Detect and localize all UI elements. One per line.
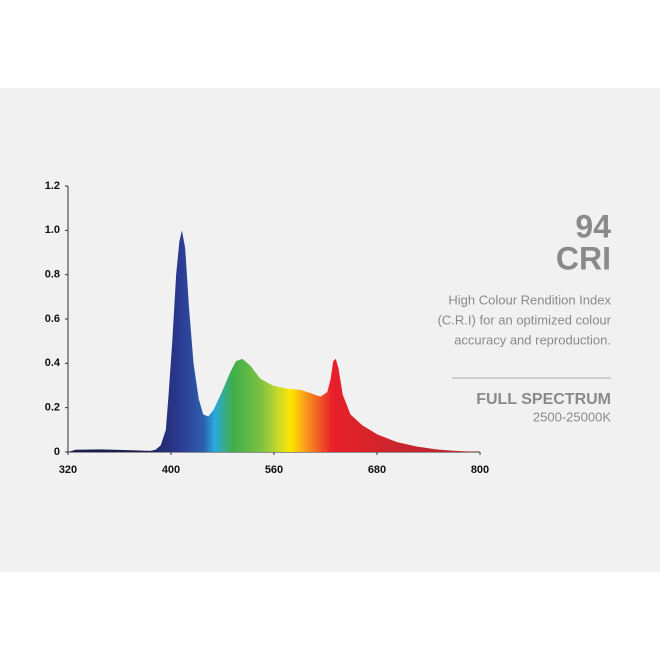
description: accuracy and reproduction. [454,332,611,347]
y-tick-label: 0.4 [45,357,61,369]
x-tick-label: 560 [265,464,283,476]
y-tick-label: 0.2 [45,402,60,414]
cri-unit: CRI [556,240,611,276]
panel-bg [0,88,660,572]
x-tick-label: 320 [59,464,77,476]
description: (C.R.I) for an optimized colour [438,312,612,327]
y-tick-label: 0.6 [45,313,60,325]
y-tick-label: 0.8 [45,269,60,281]
y-tick-label: 0 [54,446,60,458]
range: 2500-25000K [533,409,611,424]
y-tick-label: 1.2 [45,180,60,192]
x-tick-label: 400 [162,464,180,476]
y-tick-label: 1.0 [45,224,60,236]
cri-value: 94 [575,208,611,244]
heading: FULL SPECTRUM [476,391,611,408]
description: High Colour Rendition Index [448,292,611,307]
x-tick-label: 680 [368,464,386,476]
spectrum-area [68,230,480,452]
x-tick-label: 800 [471,464,489,476]
